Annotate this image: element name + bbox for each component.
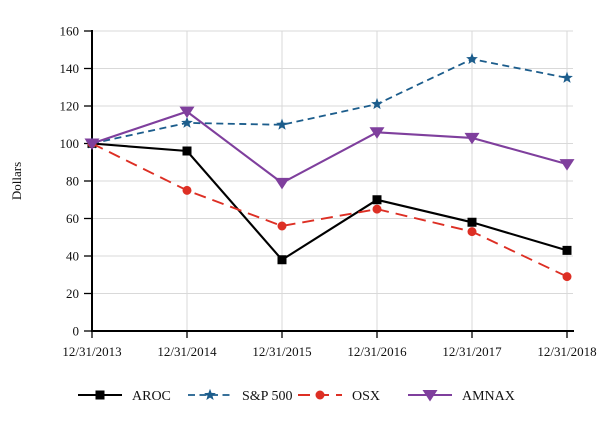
grid-layer	[92, 30, 573, 331]
data-point-marker	[179, 106, 195, 119]
data-point-marker	[372, 195, 382, 205]
data-point-marker	[369, 127, 385, 139]
series-layer	[84, 52, 575, 282]
data-point-marker	[562, 272, 572, 282]
x-tick-label: 12/31/2013	[62, 344, 121, 359]
data-point-marker	[466, 52, 478, 65]
legend-label: AROC	[132, 389, 171, 404]
legend-item-osx: OSX	[298, 389, 380, 404]
legend-label: OSX	[352, 389, 380, 404]
data-point-marker	[559, 159, 575, 171]
y-tick-label: 20	[66, 286, 79, 301]
x-tick-label: 12/31/2017	[442, 344, 502, 359]
series-line	[91, 142, 568, 278]
y-tick-label: 140	[60, 61, 80, 76]
y-axis-title: Dollars	[9, 162, 24, 200]
legend-swatch-marker	[95, 390, 105, 400]
x-tick-label: 12/31/2018	[537, 344, 596, 359]
legend-item-amnax: AMNAX	[408, 389, 515, 404]
series-osx	[87, 139, 572, 282]
data-point-marker	[277, 255, 287, 265]
y-tick-label: 40	[66, 249, 79, 264]
legend-item-aroc: AROC	[78, 389, 171, 404]
x-tick-label: 12/31/2015	[252, 344, 311, 359]
data-point-marker	[181, 116, 193, 128]
data-point-marker	[274, 177, 290, 190]
legend: AROC S&P 500 OSX AMNAX	[78, 388, 515, 404]
series-s-p-500	[86, 52, 573, 149]
series-line	[91, 110, 568, 185]
data-point-marker	[464, 132, 480, 145]
series-line	[91, 142, 568, 262]
data-point-marker	[277, 221, 287, 231]
data-point-marker	[371, 97, 383, 110]
y-tick-label: 80	[66, 174, 79, 189]
axis-layer: 0 20 40 60 80 100 120 140 160 12/31/2013 12/31/201…	[60, 24, 597, 360]
legend-swatch-marker	[315, 390, 325, 400]
y-tick-label: 60	[66, 211, 79, 226]
legend-label: AMNAX	[462, 389, 515, 404]
legend-label: S&P 500	[242, 389, 292, 404]
legend-swatch-marker	[422, 390, 438, 402]
y-tick-label: 100	[60, 136, 80, 151]
series-line	[91, 58, 568, 145]
y-tick-label: 160	[60, 24, 80, 39]
data-point-marker	[467, 217, 477, 227]
y-tick-label: 0	[73, 324, 80, 339]
x-tick-label: 12/31/2014	[157, 344, 217, 359]
data-point-marker	[561, 71, 573, 83]
data-point-marker	[372, 204, 382, 214]
data-point-marker	[467, 227, 477, 237]
data-point-marker	[182, 146, 192, 156]
data-point-marker	[562, 245, 572, 255]
legend-item-s-p-500: S&P 500	[188, 388, 292, 404]
data-point-marker	[182, 185, 192, 195]
y-tick-label: 120	[60, 99, 80, 114]
data-point-marker	[276, 118, 288, 130]
data-point-marker	[84, 138, 100, 150]
legend-swatch-marker	[204, 388, 216, 401]
x-tick-label: 12/31/2016	[347, 344, 407, 359]
series-amnax	[84, 106, 575, 190]
